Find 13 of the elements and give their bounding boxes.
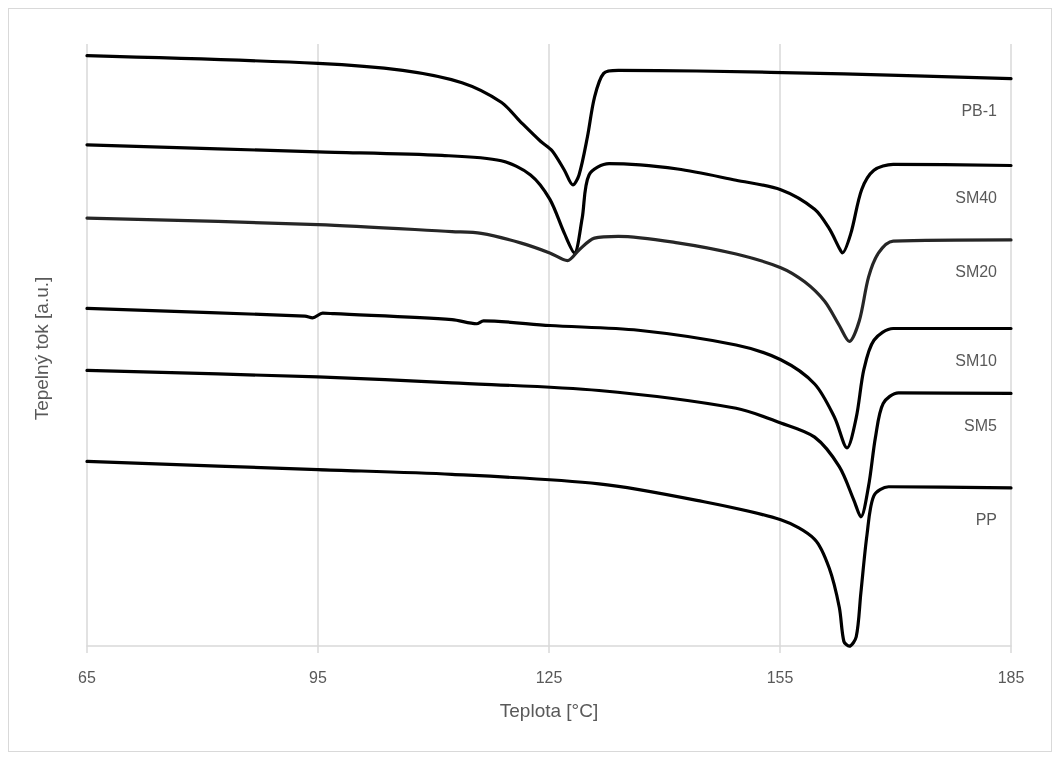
series-label: PB-1: [961, 102, 998, 120]
x-tick-label: 155: [766, 668, 794, 686]
series-label: SM20: [955, 263, 998, 281]
series-label: PP: [975, 511, 997, 529]
x-tick-label: 185: [997, 668, 1025, 686]
x-tick-label: 95: [309, 668, 327, 686]
series-label: SM10: [955, 351, 998, 369]
y-axis-title: Tepelný tok [a.u.]: [31, 276, 52, 421]
series-label: SM5: [964, 416, 998, 434]
x-tick-label: 65: [78, 668, 96, 686]
x-axis-title: Teplota [°C]: [499, 700, 599, 721]
series-label: SM40: [955, 188, 998, 206]
x-tick-label: 125: [535, 668, 563, 686]
